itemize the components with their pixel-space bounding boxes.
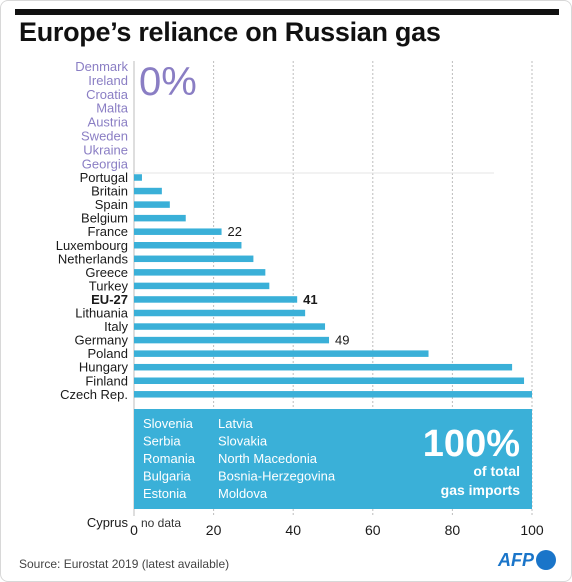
data-label: 41 — [303, 292, 317, 307]
category-label: Hungary — [79, 360, 129, 375]
zero-percent-label: 0% — [139, 60, 197, 104]
no-data-country-label: Cyprus — [87, 515, 129, 530]
bar — [134, 363, 513, 371]
afp-logo: AFP — [498, 550, 556, 571]
bar — [134, 350, 429, 357]
full-country-label: Slovenia — [143, 416, 194, 431]
bar — [134, 323, 326, 330]
full-country-label: North Macedonia — [218, 451, 318, 466]
zero-country-label: Ukraine — [83, 142, 128, 157]
bar — [134, 391, 532, 398]
category-label: EU-27 — [91, 292, 128, 307]
zero-country-label: Sweden — [81, 129, 128, 144]
category-label: Turkey — [89, 278, 129, 293]
bar — [134, 174, 142, 181]
x-tick-label: 60 — [365, 522, 381, 538]
category-label: Spain — [95, 197, 128, 212]
zero-country-label: Denmark — [75, 59, 128, 74]
data-label: 22 — [228, 224, 242, 239]
category-label: Belgium — [81, 211, 128, 226]
category-label: Britain — [91, 184, 128, 199]
source-note: Source: Eurostat 2019 (latest available) — [19, 557, 230, 571]
bar — [134, 296, 298, 303]
bar — [134, 214, 186, 222]
category-label: Germany — [75, 333, 129, 348]
zero-country-label: Malta — [96, 101, 129, 116]
bar — [134, 309, 306, 317]
title-rule — [15, 9, 559, 15]
bar — [134, 377, 525, 384]
full-sublabel: gas imports — [441, 482, 521, 498]
category-label: France — [88, 224, 128, 239]
x-tick-label: 80 — [445, 522, 461, 538]
bar — [134, 242, 242, 249]
x-tick-label: 20 — [206, 522, 222, 538]
bar — [134, 201, 170, 208]
full-group-block — [134, 409, 532, 509]
no-data-label: no data — [141, 516, 181, 530]
afp-logo-text: AFP — [498, 550, 534, 570]
category-label: Czech Rep. — [60, 387, 128, 402]
full-country-label: Bosnia-Herzegovina — [218, 469, 336, 484]
full-country-label: Estonia — [143, 486, 187, 501]
category-label: Italy — [104, 319, 128, 334]
x-tick-label: 0 — [130, 522, 138, 538]
full-country-label: Moldova — [218, 486, 268, 501]
bar — [134, 228, 222, 235]
zero-country-label: Croatia — [86, 87, 129, 102]
bar — [134, 336, 330, 344]
full-country-label: Slovakia — [218, 434, 268, 449]
category-label: Finland — [85, 373, 128, 388]
zero-country-label: Ireland — [88, 73, 128, 88]
full-percent-label: 100% — [423, 423, 520, 465]
zero-country-label: Georgia — [82, 156, 129, 171]
bar — [134, 282, 270, 290]
x-tick-label: 100 — [520, 522, 544, 538]
chart-title: Europe’s reliance on Russian gas — [19, 17, 441, 47]
full-country-label: Serbia — [143, 434, 181, 449]
afp-logo-dot — [536, 550, 556, 570]
category-label: Lithuania — [75, 306, 129, 321]
full-country-label: Bulgaria — [143, 469, 191, 484]
bar — [134, 187, 162, 195]
category-label: Luxembourg — [56, 238, 128, 253]
category-label: Netherlands — [58, 251, 129, 266]
zero-country-label: Austria — [88, 115, 129, 130]
category-label: Portugal — [80, 170, 129, 185]
bar — [134, 255, 254, 263]
category-label: Greece — [85, 265, 128, 280]
data-label: 49 — [335, 333, 349, 348]
full-sublabel: of total — [473, 463, 520, 479]
category-label: Poland — [88, 346, 128, 361]
bar — [134, 269, 266, 276]
full-country-label: Latvia — [218, 416, 253, 431]
full-country-label: Romania — [143, 451, 196, 466]
x-tick-label: 40 — [285, 522, 301, 538]
